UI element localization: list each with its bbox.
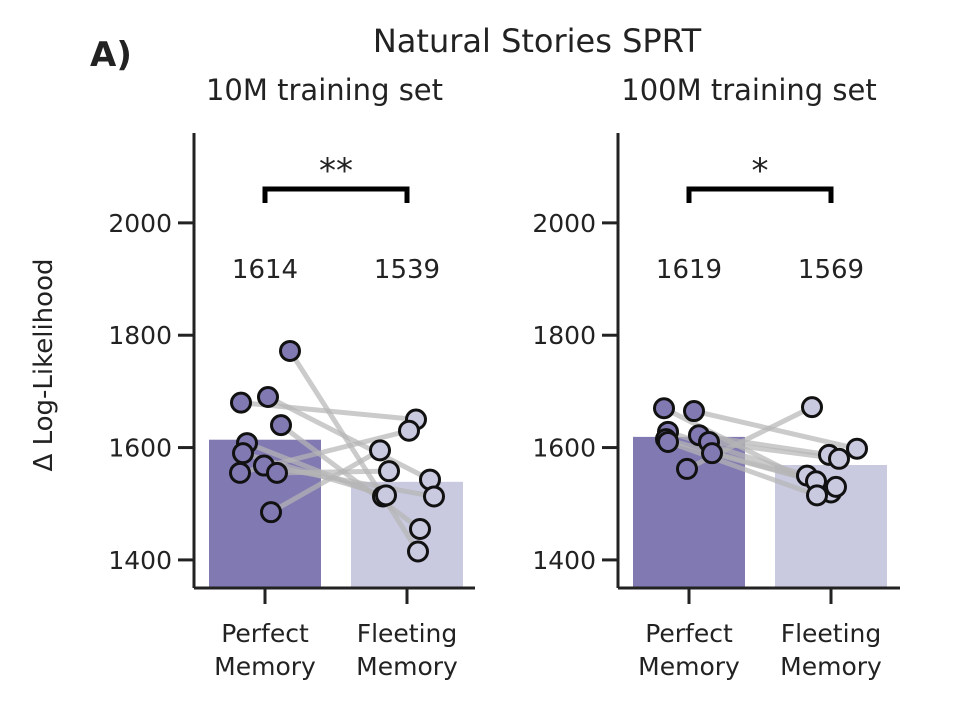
x-tick-label: Memory bbox=[214, 652, 316, 681]
data-point bbox=[266, 461, 288, 484]
value-label: 1614 bbox=[232, 255, 298, 285]
pair-line bbox=[268, 447, 383, 515]
x-tick-label: Memory bbox=[780, 652, 882, 681]
value-label: 1539 bbox=[374, 255, 440, 285]
data-point bbox=[407, 540, 429, 563]
x-tick-label: Perfect bbox=[645, 619, 733, 648]
data-point bbox=[270, 414, 292, 437]
data-point bbox=[806, 484, 828, 507]
figure-title: Natural Stories SPRT bbox=[373, 22, 702, 60]
y-tick-label: 1400 bbox=[108, 546, 172, 575]
data-point bbox=[398, 419, 420, 442]
data-point bbox=[229, 461, 251, 484]
significance-bracket bbox=[686, 186, 834, 203]
value-label: 1619 bbox=[656, 255, 722, 285]
x-tick-label: Perfect bbox=[221, 619, 309, 648]
panel-title: 100M training set bbox=[621, 73, 876, 107]
chart-panels: 10M training set 1614 1539 ** 1400 1600 1800 20… bbox=[108, 73, 900, 681]
x-tick-label: Fleeting bbox=[781, 619, 882, 648]
panel-title: 10M training set bbox=[206, 73, 443, 107]
panel-letter: A) bbox=[90, 35, 132, 75]
data-point bbox=[409, 518, 431, 541]
y-tick-label: 1800 bbox=[108, 321, 172, 350]
y-tick-label: 1400 bbox=[532, 546, 596, 575]
y-tick-label: 2000 bbox=[108, 209, 172, 238]
y-axis-label: Δ Log-Likelihood bbox=[29, 259, 59, 472]
pair-line bbox=[287, 348, 421, 554]
pair-line bbox=[265, 394, 433, 483]
significance-bracket bbox=[262, 186, 410, 203]
data-point bbox=[369, 439, 391, 462]
pair-line bbox=[691, 408, 860, 452]
pair-line bbox=[696, 432, 832, 458]
data-point bbox=[846, 437, 868, 460]
data-point bbox=[801, 396, 823, 419]
data-point bbox=[676, 457, 698, 480]
data-point bbox=[825, 475, 847, 498]
significance-label: * bbox=[752, 151, 769, 191]
data-point bbox=[683, 400, 705, 423]
data-point bbox=[828, 447, 850, 470]
data-point bbox=[378, 460, 400, 483]
y-tick-label: 1800 bbox=[532, 321, 596, 350]
chart-panel: 10M training set 1614 1539 ** 1400 1600 1800 20… bbox=[108, 73, 475, 681]
significance-label: ** bbox=[319, 151, 353, 191]
y-tick-label: 1600 bbox=[532, 434, 596, 463]
data-point bbox=[279, 339, 301, 362]
data-point bbox=[232, 442, 254, 465]
x-tick-label: Memory bbox=[356, 652, 458, 681]
x-tick-label: Fleeting bbox=[357, 619, 458, 648]
data-point bbox=[257, 386, 279, 409]
x-tick-label: Memory bbox=[638, 652, 740, 681]
y-tick-label: 1600 bbox=[108, 434, 172, 463]
pair-line bbox=[665, 439, 820, 498]
value-label: 1569 bbox=[798, 255, 864, 285]
data-point bbox=[375, 484, 397, 507]
pair-line bbox=[278, 422, 423, 532]
data-point bbox=[657, 430, 679, 453]
data-point bbox=[260, 501, 282, 524]
data-point bbox=[423, 485, 445, 508]
chart-panel: 100M training set 1619 1569 * 1400 1600 1800 20… bbox=[532, 73, 900, 681]
pair-line bbox=[274, 468, 392, 476]
y-tick-label: 2000 bbox=[532, 209, 596, 238]
data-point bbox=[701, 442, 723, 465]
data-point bbox=[230, 391, 252, 414]
data-point bbox=[653, 397, 675, 420]
